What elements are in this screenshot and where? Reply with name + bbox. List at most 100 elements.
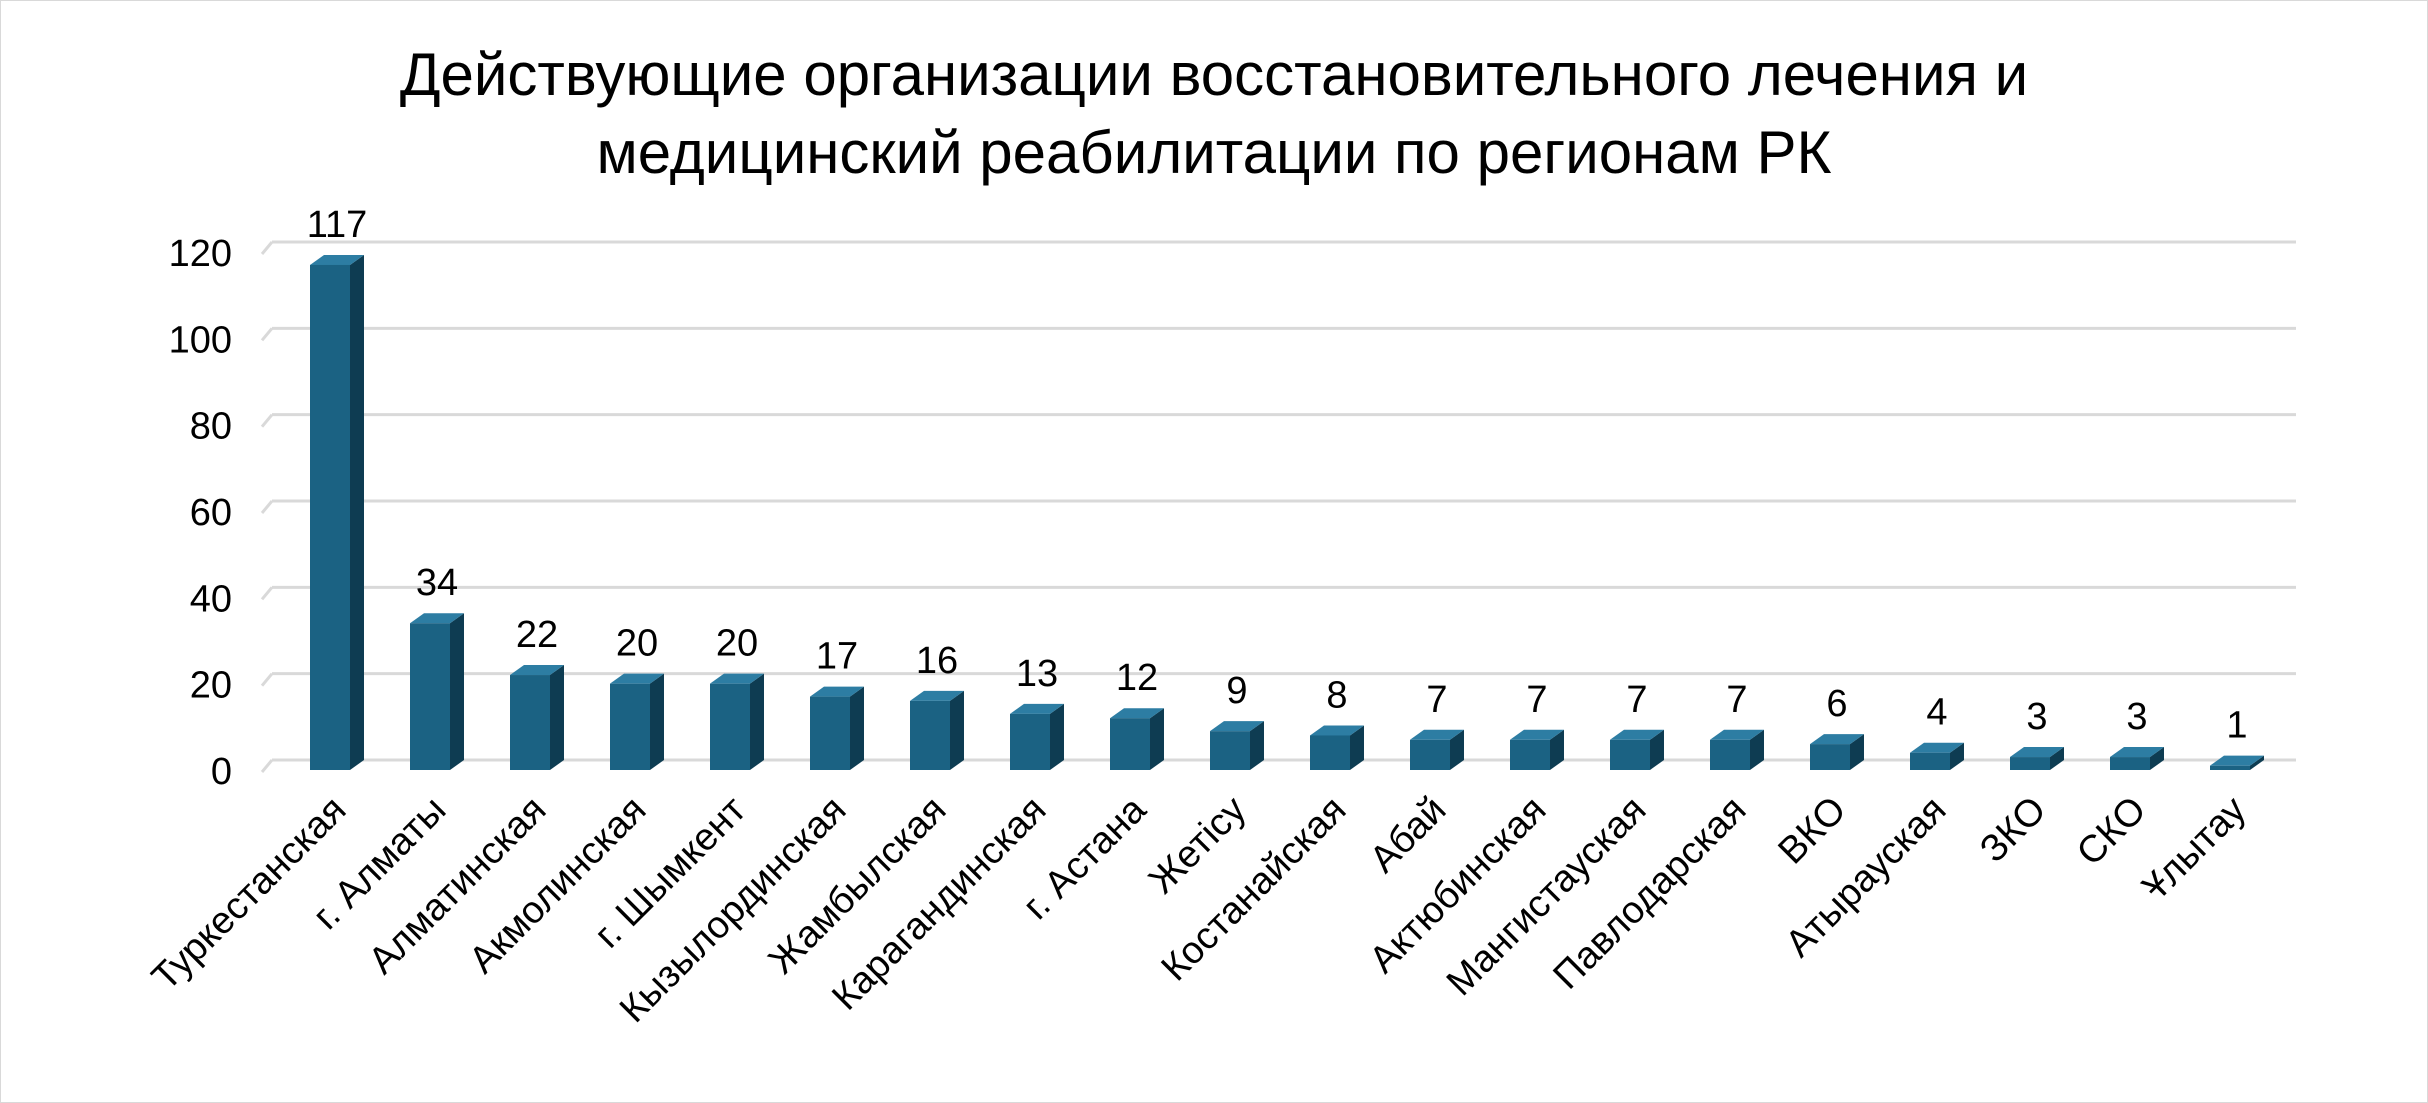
- bar-front: [310, 264, 350, 770]
- data-label: 34: [416, 562, 458, 604]
- bar-front: [2110, 757, 2150, 770]
- bar: [1910, 742, 1964, 770]
- bar-side: [350, 254, 364, 770]
- bar-top: [2110, 747, 2164, 758]
- bars: [310, 254, 2264, 770]
- chart-title-line-2: медицинский реабилитации по регионам РК: [596, 119, 1832, 186]
- chart-title: Действующие организации восстановительно…: [0, 36, 2428, 192]
- bar: [910, 690, 964, 770]
- bar-top: [310, 254, 364, 265]
- bar-top: [1410, 729, 1464, 740]
- data-label: 9: [1226, 670, 1247, 712]
- bar: [510, 665, 564, 770]
- bar: [1510, 729, 1564, 770]
- bar-side: [1150, 708, 1164, 770]
- bar-top: [1110, 708, 1164, 719]
- bar-top: [510, 665, 564, 676]
- bar: [1410, 729, 1464, 770]
- bar-side: [950, 690, 964, 770]
- bar: [1810, 734, 1864, 770]
- bar: [1710, 729, 1764, 770]
- bar-top: [1510, 729, 1564, 740]
- bar-side: [750, 673, 764, 770]
- gridline-floor: [260, 759, 274, 773]
- bar-top: [2010, 747, 2064, 758]
- bar-front: [410, 623, 450, 770]
- data-label: 7: [1626, 679, 1647, 721]
- bar-side: [550, 665, 564, 770]
- bar: [610, 673, 664, 770]
- data-label: 8: [1326, 674, 1347, 716]
- y-tick-label: 60: [190, 492, 232, 534]
- y-tick-label: 20: [190, 665, 232, 707]
- y-tick-label: 100: [169, 319, 232, 361]
- data-label: 117: [307, 204, 368, 246]
- bar-side: [1750, 729, 1764, 770]
- bar-front: [1910, 752, 1950, 770]
- bar-top: [1710, 729, 1764, 740]
- bar-front: [810, 696, 850, 770]
- x-tick-label: Костанайская: [1154, 789, 1355, 990]
- bar-front: [510, 675, 550, 770]
- y-tick-label: 120: [169, 233, 232, 275]
- bar-side: [1950, 742, 1964, 770]
- y-tick-label: 0: [211, 751, 232, 793]
- bar: [1210, 721, 1264, 770]
- bar-side: [1850, 734, 1864, 770]
- x-tick-label: ВКО: [1770, 789, 1854, 873]
- bar-front: [1010, 713, 1050, 770]
- x-tick-label: Алматинская: [361, 789, 555, 983]
- bar-side: [1450, 729, 1464, 770]
- data-label: 13: [1016, 653, 1058, 695]
- bar-front: [1410, 739, 1450, 770]
- y-tick-label: 40: [190, 578, 232, 620]
- bar-side: [1250, 721, 1264, 770]
- data-label: 4: [1926, 692, 1947, 734]
- bar-top: [1310, 725, 1364, 736]
- gridline-floor: [260, 413, 274, 428]
- bar-top: [1210, 721, 1264, 732]
- data-label: 12: [1116, 657, 1158, 699]
- bar: [2210, 755, 2264, 770]
- bar-top: [1610, 729, 1664, 740]
- data-label: 16: [916, 640, 958, 682]
- bar: [810, 686, 864, 770]
- bar-top: [910, 690, 964, 701]
- bar: [1010, 703, 1064, 770]
- data-label: 17: [816, 636, 858, 678]
- bar-top: [810, 686, 864, 697]
- gridline-floor: [260, 500, 274, 514]
- bar-side: [2150, 747, 2164, 770]
- gridline-floor: [260, 327, 274, 342]
- data-label: 22: [516, 614, 558, 656]
- data-label: 20: [616, 623, 658, 665]
- x-tick-label: Ұлытау: [2135, 789, 2255, 909]
- bar-front: [1310, 735, 1350, 770]
- bar-top: [610, 673, 664, 684]
- bar-side: [450, 613, 464, 770]
- bar-side: [1050, 703, 1064, 770]
- gridline-floor: [260, 672, 274, 687]
- data-label: 20: [716, 623, 758, 665]
- bar: [1310, 725, 1364, 770]
- y-axis-ticks: 0 20 40 60 80 100 120: [169, 233, 232, 793]
- bar: [1110, 708, 1164, 770]
- bar-side: [1350, 725, 1364, 770]
- bar-front: [710, 683, 750, 770]
- y-tick-label: 80: [190, 406, 232, 448]
- bar-front: [1110, 718, 1150, 770]
- data-label: 7: [1526, 679, 1547, 721]
- bar: [2110, 747, 2164, 770]
- bar-front: [610, 683, 650, 770]
- bar-top: [710, 673, 764, 684]
- bar-top: [1910, 742, 1964, 753]
- bar-front: [1610, 739, 1650, 770]
- bar-top: [1010, 703, 1064, 714]
- data-labels: 117 34 22 20 20 17 16 13 12 9 8 7 7 7 7 6 4 3 3 1: [307, 204, 2248, 747]
- bar: [2010, 747, 2064, 770]
- chart-title-line-1: Действующие организации восстановительно…: [399, 41, 2029, 108]
- bar-front: [1210, 731, 1250, 770]
- data-label: 3: [2026, 696, 2047, 738]
